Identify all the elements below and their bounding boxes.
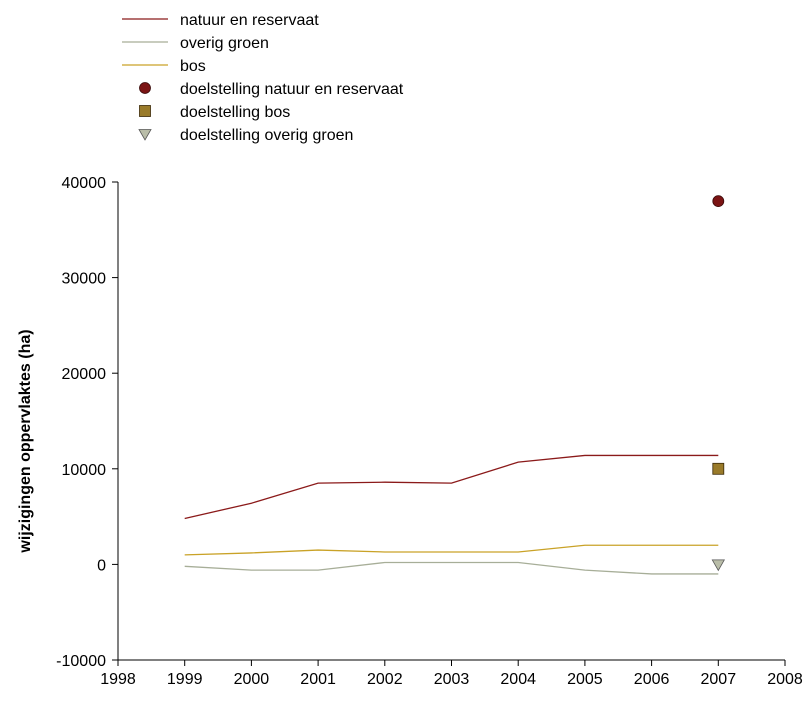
y-tick-label: 0: [97, 557, 106, 574]
legend-label: doelstelling natuur en reservaat: [180, 81, 404, 98]
x-tick-label: 2006: [634, 671, 670, 688]
legend-swatch: [138, 129, 152, 141]
y-tick-label: -10000: [56, 653, 106, 670]
y-tick-label: 10000: [62, 462, 107, 479]
y-axis-label: wijzigingen oppervlaktes (ha): [17, 329, 34, 553]
y-tick-label: 40000: [62, 175, 107, 192]
x-tick-label: 2005: [567, 671, 603, 688]
plot-area: -10000 0 10000 20000 30000 40000 1998 1999 2000 2…: [56, 175, 803, 688]
legend-label: overig groen: [180, 35, 269, 52]
legend-label: doelstelling overig groen: [180, 127, 353, 144]
legend-swatch: [139, 105, 151, 117]
legend: natuur en reservaat overig groen bos doelst…: [122, 12, 404, 144]
series-line-0: [184, 454, 719, 520]
x-tick-label: 2000: [234, 671, 270, 688]
legend-swatch: [139, 82, 151, 94]
legend-label: natuur en reservaat: [180, 12, 319, 29]
x-tick-label: 2003: [434, 671, 470, 688]
x-tick-label: 2002: [367, 671, 403, 688]
data-point-5: [711, 559, 725, 572]
x-tick-label: 2008: [767, 671, 803, 688]
x-tick-label: 1999: [167, 671, 203, 688]
series-line-2: [184, 544, 719, 556]
x-tick-label: 1998: [100, 671, 136, 688]
series-line-1: [184, 561, 719, 575]
x-tick-label: 2004: [500, 671, 536, 688]
y-tick-label: 30000: [62, 271, 107, 288]
data-point-3: [712, 195, 725, 208]
x-tick-label: 2007: [701, 671, 737, 688]
y-tick-label: 20000: [62, 366, 107, 383]
legend-label: bos: [180, 58, 206, 75]
legend-label: doelstelling bos: [180, 104, 290, 121]
data-point-4: [712, 462, 725, 475]
x-tick-label: 2001: [300, 671, 336, 688]
